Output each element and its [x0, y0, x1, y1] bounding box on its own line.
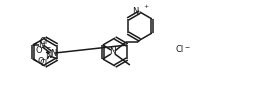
Text: N: N	[50, 48, 56, 58]
Text: Cl: Cl	[175, 45, 183, 53]
Text: N: N	[38, 40, 44, 50]
Text: +: +	[54, 50, 59, 54]
Text: +: +	[143, 4, 148, 9]
Text: −: −	[184, 45, 189, 50]
Text: N: N	[133, 7, 139, 17]
Text: O: O	[37, 56, 44, 66]
Text: −: −	[45, 45, 50, 50]
Text: N: N	[109, 48, 116, 56]
Text: O: O	[36, 46, 43, 54]
Text: Cl: Cl	[40, 37, 48, 46]
Text: Cl: Cl	[40, 58, 48, 67]
Text: N: N	[45, 51, 52, 59]
